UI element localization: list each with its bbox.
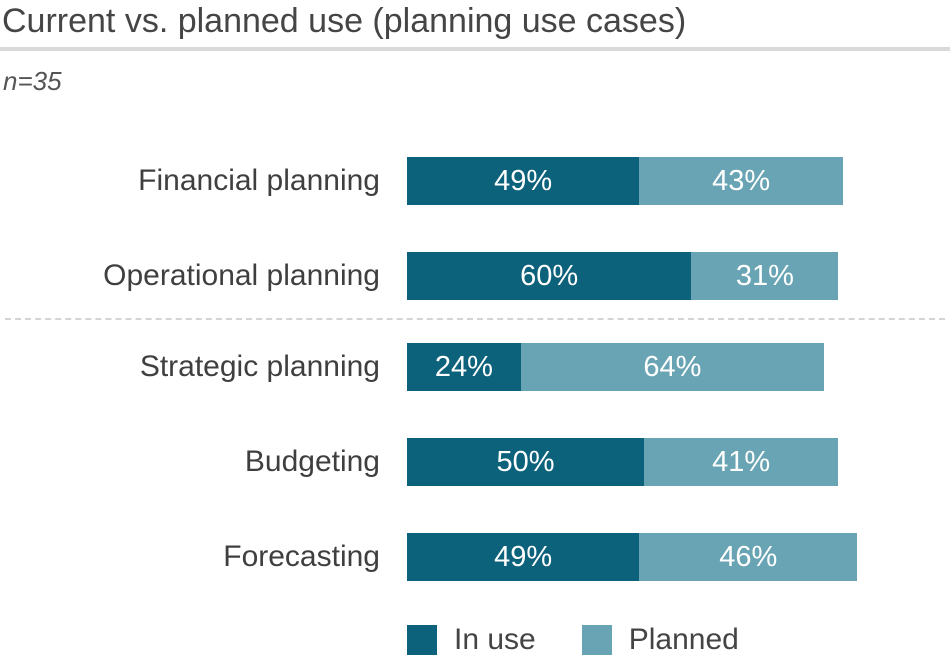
legend: In use Planned xyxy=(407,623,739,657)
bar-segment-planned: 46% xyxy=(639,533,858,581)
legend-label-in-use: In use xyxy=(454,623,536,656)
stacked-bar: 24% 64% xyxy=(407,343,881,391)
bar-segment-in-use: 50% xyxy=(407,438,644,486)
bar-segment-planned: 31% xyxy=(691,252,839,300)
segment-value: 49% xyxy=(494,164,553,197)
chart-row: Operational planning 60% 31% xyxy=(0,252,950,300)
bar-segment-planned: 43% xyxy=(639,157,844,205)
bar-segment-in-use: 60% xyxy=(407,252,692,300)
segment-value: 24% xyxy=(434,350,493,383)
bar-segment-in-use: 24% xyxy=(407,343,521,391)
segment-value: 43% xyxy=(712,164,771,197)
category-label: Operational planning xyxy=(103,259,380,292)
bar-segment-in-use: 49% xyxy=(407,157,640,205)
category-label: Forecasting xyxy=(223,540,380,573)
title-divider xyxy=(0,47,950,51)
stacked-bar: 49% 43% xyxy=(407,157,881,205)
legend-item-in-use: In use xyxy=(407,623,536,657)
stacked-bar: 49% 46% xyxy=(407,533,881,581)
segment-value: 64% xyxy=(643,350,702,383)
segment-value: 46% xyxy=(719,540,778,573)
legend-item-planned: Planned xyxy=(581,623,739,657)
sample-size-label: n=35 xyxy=(3,66,62,96)
segment-value: 31% xyxy=(735,259,794,292)
planned-swatch-icon xyxy=(581,625,612,655)
chart-row: Strategic planning 24% 64% xyxy=(0,343,950,391)
stacked-bar: 60% 31% xyxy=(407,252,881,300)
stacked-bar: 50% 41% xyxy=(407,438,881,486)
chart-row: Forecasting 49% 46% xyxy=(0,533,950,581)
category-label: Financial planning xyxy=(138,164,380,197)
segment-value: 41% xyxy=(712,445,771,478)
chart-row: Financial planning 49% 43% xyxy=(0,157,950,205)
legend-label-planned: Planned xyxy=(628,623,739,656)
bar-segment-planned: 41% xyxy=(644,438,839,486)
chart-row: Budgeting 50% 41% xyxy=(0,438,950,486)
in-use-swatch-icon xyxy=(407,625,437,655)
category-label: Budgeting xyxy=(244,445,380,478)
segment-value: 49% xyxy=(494,540,553,573)
segment-value: 50% xyxy=(496,445,555,478)
bar-segment-in-use: 49% xyxy=(407,533,640,581)
section-dashed-divider xyxy=(5,318,945,320)
bar-segment-planned: 64% xyxy=(520,343,825,391)
category-label: Strategic planning xyxy=(139,350,380,383)
segment-value: 60% xyxy=(520,259,579,292)
chart-title: Current vs. planned use (planning use ca… xyxy=(2,2,687,40)
